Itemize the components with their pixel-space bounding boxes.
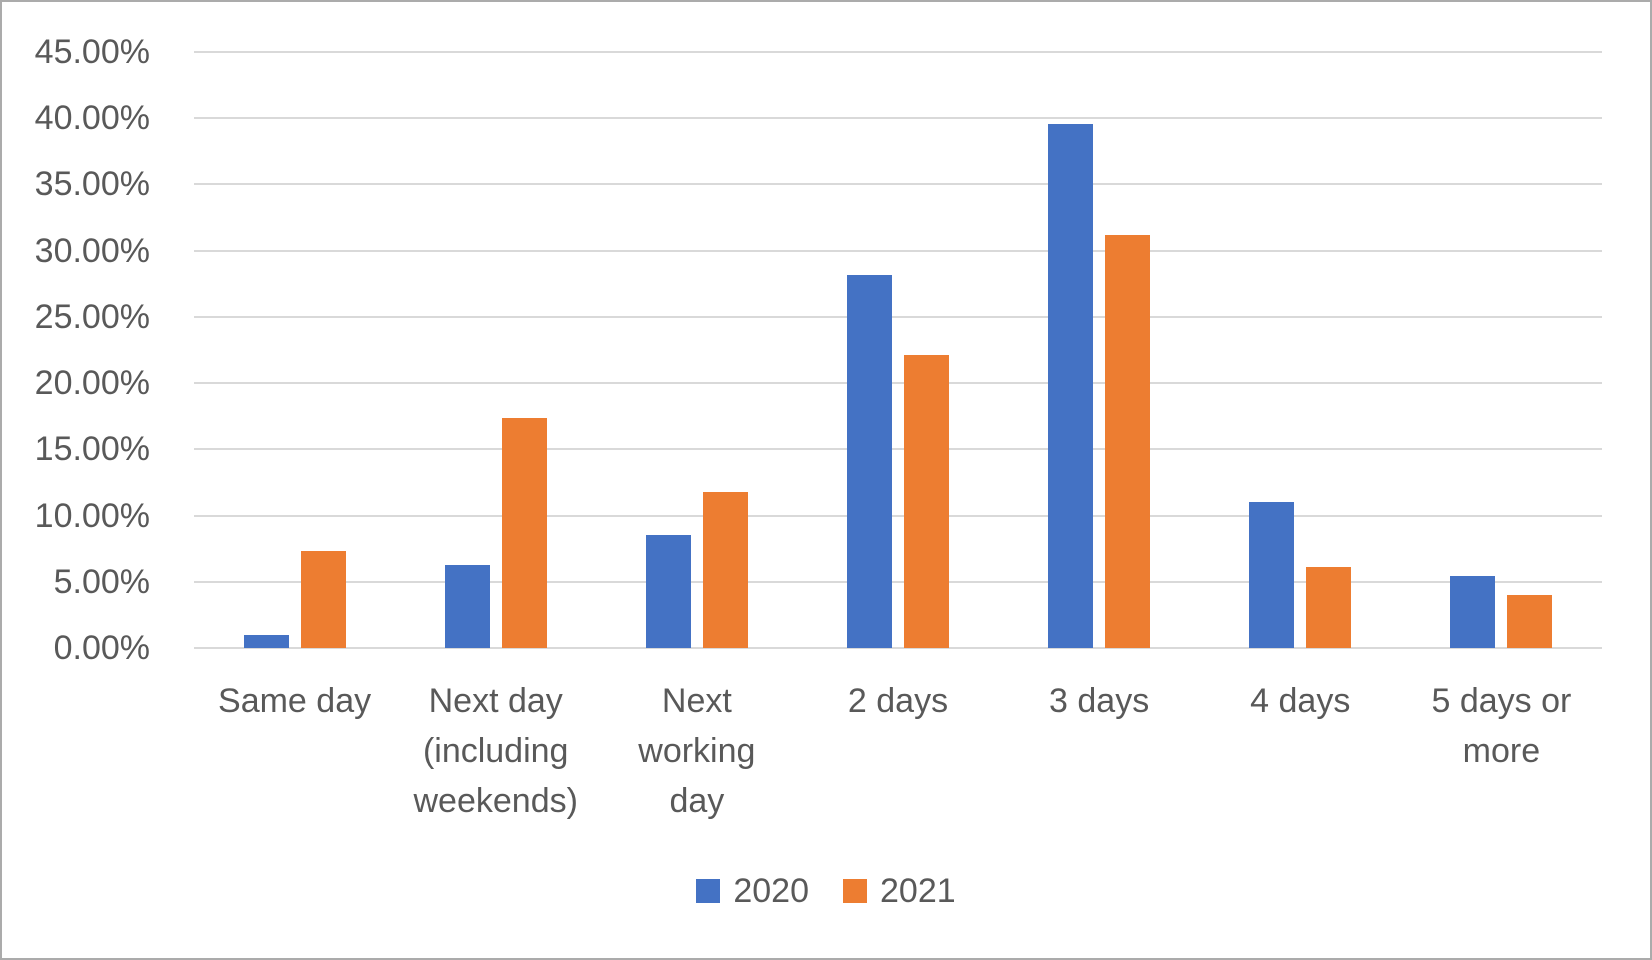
y-tick-label: 35.00%	[34, 165, 150, 204]
legend-item-2021: 2021	[843, 871, 956, 911]
x-tick-label-line: Next day	[428, 682, 563, 720]
bar-2020	[1450, 576, 1496, 648]
y-tick-label: 5.00%	[53, 562, 150, 601]
gridline	[194, 647, 1602, 649]
x-tick-label: Next working day	[596, 676, 797, 826]
category-group	[596, 52, 797, 648]
x-tick-label-line: weekends)	[413, 782, 578, 820]
legend-item-2020: 2020	[696, 871, 809, 911]
legend-swatch-2021	[843, 879, 867, 903]
bar-2021	[300, 551, 346, 648]
y-tick-label: 20.00%	[34, 364, 150, 403]
legend: 2020 2021	[2, 871, 1650, 911]
y-tick-label: 0.00%	[53, 629, 150, 667]
x-tick-label: Next day (including weekends)	[395, 676, 596, 826]
x-tick-label: Same day	[194, 676, 395, 726]
x-tick-label-line: more	[1462, 732, 1541, 770]
y-tick-label: 25.00%	[34, 297, 150, 336]
gridline	[194, 249, 1602, 252]
gridline	[194, 448, 1602, 451]
x-tick-label-line: 3 days	[1049, 682, 1150, 720]
gridline	[194, 117, 1602, 120]
gridline	[194, 51, 1602, 53]
category-group	[1200, 52, 1401, 648]
bar-2021	[702, 491, 748, 648]
plot-area	[194, 51, 1602, 649]
bar-2020	[846, 274, 892, 648]
x-tick-label-line: Next	[661, 682, 732, 720]
bar-2021	[501, 417, 547, 648]
bar-2021	[903, 355, 949, 648]
bar-2020	[645, 535, 691, 648]
x-tick-label: 4 days	[1200, 676, 1401, 726]
bar-2020	[1249, 502, 1295, 648]
y-tick-label: 40.00%	[34, 99, 150, 138]
bar-2020	[1048, 123, 1094, 648]
gridline	[194, 580, 1602, 583]
gridline	[194, 183, 1602, 186]
legend-swatch-2020	[696, 879, 721, 903]
bar-2021	[1507, 595, 1553, 648]
gridline	[194, 514, 1602, 517]
x-tick-label-line: 2 days	[847, 682, 949, 720]
category-group	[797, 52, 998, 648]
category-group	[194, 52, 395, 648]
y-tick-label: 45.00%	[34, 33, 150, 71]
y-tick-label: 30.00%	[34, 231, 150, 270]
category-group	[395, 52, 596, 648]
x-tick-label-line: 5 days or	[1431, 682, 1572, 720]
bar-2021	[1306, 567, 1352, 648]
x-tick-label: 3 days	[999, 676, 1200, 726]
y-tick-label: 15.00%	[34, 430, 150, 469]
bar-2020	[243, 634, 289, 648]
x-tick-label-line: Same day	[218, 682, 372, 720]
category-group	[1401, 52, 1602, 648]
x-tick-label-line: working	[638, 732, 756, 770]
bar-2021	[1105, 234, 1151, 648]
category-group	[999, 52, 1200, 648]
gridline	[194, 382, 1602, 385]
legend-label: 2020	[733, 872, 809, 910]
bar-2020	[444, 564, 490, 648]
x-tick-label: 5 days or more	[1401, 676, 1602, 776]
x-tick-label-line: day	[669, 782, 725, 820]
y-tick-label: 10.00%	[34, 496, 150, 535]
gridline	[194, 315, 1602, 318]
legend-label: 2021	[880, 872, 956, 910]
x-tick-label: 2 days	[797, 676, 998, 726]
x-tick-label-line: (including	[422, 732, 569, 770]
x-tick-label-line: 4 days	[1250, 682, 1351, 720]
